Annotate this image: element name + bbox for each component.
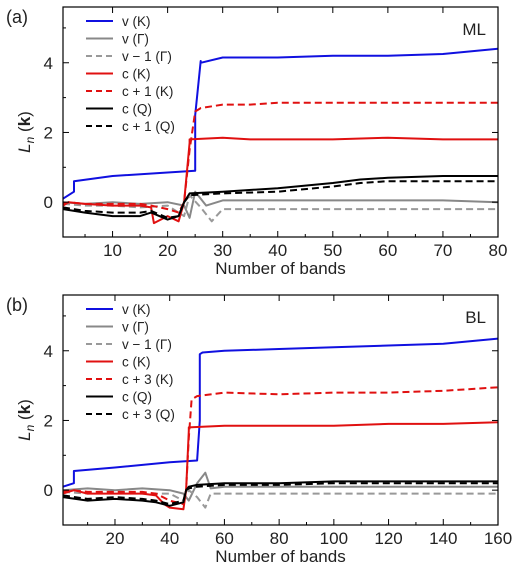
y-axis-title-bold: k (15, 404, 34, 414)
x-axis-title: Number of bands (215, 547, 345, 563)
series-line-6 (63, 175, 498, 221)
plot-frame (62, 6, 499, 238)
series-line-1 (63, 337, 498, 488)
y-axis-title-main: L (15, 143, 34, 152)
legend-label-3: v − 1 (Γ) (122, 337, 172, 352)
plot-frame (62, 294, 499, 526)
legend-label-4: c (K) (122, 67, 151, 82)
legend-label-1: v (K) (122, 14, 151, 29)
legend-label-4: c (K) (122, 355, 151, 370)
legend-label-3: v − 1 (Γ) (122, 49, 172, 64)
series-line-5 (63, 386, 498, 506)
series-line-7 (63, 180, 498, 219)
x-tick-label: 100 (320, 529, 348, 548)
panel-tag: BL (465, 308, 486, 327)
x-tick-label: 160 (484, 529, 512, 548)
x-tick-label: 40 (160, 529, 179, 548)
series-line-3 (63, 194, 498, 223)
series-group (63, 337, 498, 511)
x-tick-label: 20 (158, 241, 177, 260)
panel-a: (a) 10 20 30 40 50 60 70 80 0 2 4 Number of bands Ln … (6, 6, 508, 278)
x-tick-label: 50 (323, 241, 342, 260)
x-axis-title: Number of bands (215, 259, 345, 278)
series-line-5 (63, 101, 498, 214)
y-axis-title-sub: n (23, 136, 37, 143)
x-tick-label: 80 (270, 529, 289, 548)
legend-label-6: c (Q) (122, 390, 152, 405)
panel-label: (b) (6, 295, 28, 315)
x-tick-label: 120 (374, 529, 402, 548)
series-line-3 (63, 489, 498, 509)
y-axis-title-bold: k (15, 116, 34, 126)
legend-label-7: c + 3 (Q) (122, 407, 175, 422)
y-axis-title: Ln (k) (15, 399, 37, 441)
y-axis-title-paren-open: ( (15, 414, 34, 425)
y-tick-label: 2 (44, 123, 53, 142)
legend-label-1: v (K) (122, 302, 151, 317)
x-tick-label: 80 (489, 241, 508, 260)
panel-b: (b) 20 40 60 80 100 120 140 160 0 2 4 Number of band… (6, 294, 512, 563)
legend-label-2: v (Γ) (122, 320, 149, 335)
legend-label-2: v (Γ) (122, 32, 149, 47)
y-axis-title-sub: n (23, 424, 37, 431)
legend: v (K) v (Γ) v − 1 (Γ) c (K) c + 1 (K) c (Q) c … (86, 14, 175, 134)
panel-label: (a) (6, 7, 28, 27)
x-tick-label: 70 (433, 241, 452, 260)
y-tick-label: 0 (44, 193, 53, 212)
y-axis-title-paren-close: ) (15, 399, 34, 405)
y-axis-title-main: L (15, 431, 34, 440)
legend-label-5: c + 1 (K) (122, 84, 173, 99)
series-line-7 (63, 482, 498, 506)
y-tick-label: 4 (44, 54, 53, 73)
series-line-1 (63, 47, 498, 200)
legend-label-6: c (Q) (122, 102, 152, 117)
y-axis-title: Ln (k) (15, 111, 37, 153)
panel-tag: ML (462, 20, 486, 39)
legend-label-5: c + 3 (K) (122, 372, 173, 387)
series-line-2 (63, 471, 498, 502)
x-tick-label: 10 (103, 241, 122, 260)
y-tick-label: 0 (44, 481, 53, 500)
series-group (63, 47, 498, 225)
y-tick-label: 2 (44, 411, 53, 430)
series-line-2 (63, 190, 498, 219)
x-tick-label: 20 (106, 529, 125, 548)
x-tick-label: 40 (268, 241, 287, 260)
x-tick-label: 60 (378, 241, 397, 260)
legend-label-7: c + 1 (Q) (122, 119, 175, 134)
y-axis-title-paren-close: ) (15, 111, 34, 117)
legend: v (K) v (Γ) v − 1 (Γ) c (K) c + 3 (K) c (Q) c … (86, 302, 175, 422)
y-axis-title-paren-open: ( (15, 126, 34, 137)
x-tick-label: 140 (429, 529, 457, 548)
x-tick-label: 60 (215, 529, 234, 548)
x-tick-label: 30 (213, 241, 232, 260)
y-tick-label: 4 (44, 342, 53, 361)
